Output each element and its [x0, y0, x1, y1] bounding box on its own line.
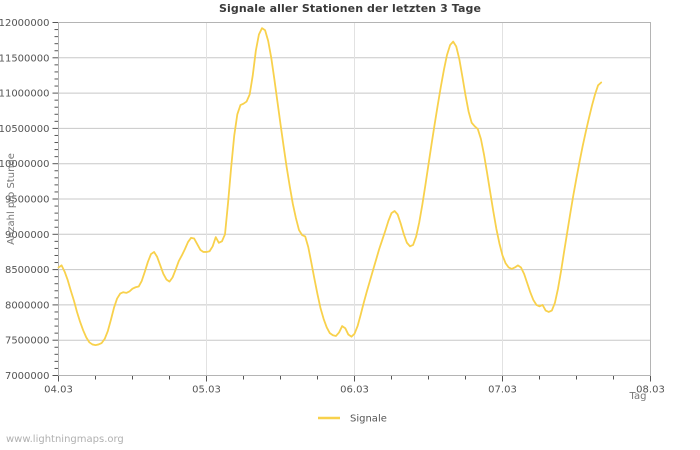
x-axis-tick-label: 04.03 — [44, 385, 73, 396]
chart-legend: Signale — [318, 414, 387, 425]
y-axis-tick-label: 12000000 — [0, 18, 50, 29]
chart-title: Signale aller Stationen der letzten 3 Ta… — [218, 2, 482, 15]
data-series-group — [57, 27, 603, 347]
y-axis-tick-label: 9500000 — [5, 195, 50, 206]
site-footer-label: www.lightningmaps.org — [6, 434, 124, 445]
x-axis-tick-label: 08.03 — [636, 385, 665, 396]
y-axis-tick-label: 8500000 — [5, 265, 50, 276]
x-axis-ticks-group — [58, 375, 651, 382]
y-axis-tick-label: 7500000 — [5, 336, 50, 347]
y-axis-labels-group: 7000000 7500000 8000000 8500000 9000000 95000… — [0, 18, 50, 382]
y-axis-tick-label: 11000000 — [0, 89, 50, 100]
y-axis-tick-label: 8000000 — [5, 300, 50, 311]
x-axis-labels-group: 04.03 05.03 06.03 07.03 08.03 — [44, 385, 665, 396]
y-axis-tick-label: 10000000 — [0, 159, 50, 170]
gridlines-group — [58, 22, 651, 376]
y-axis-tick-label: 7000000 — [5, 371, 50, 382]
y-axis-tick-label: 9000000 — [5, 230, 50, 241]
x-axis-tick-label: 06.03 — [340, 385, 369, 396]
legend-label: Signale — [350, 414, 387, 425]
x-axis-tick-label: 07.03 — [488, 385, 517, 396]
y-axis-tick-label: 11500000 — [0, 53, 50, 64]
plot-frame — [58, 22, 651, 376]
series-line-signale — [57, 27, 603, 347]
y-axis-ticks-group — [52, 22, 59, 376]
y-axis-title: Anzahl pro Stunde — [6, 153, 17, 245]
x-axis-title: Tag — [629, 391, 647, 402]
x-axis-tick-label: 05.03 — [192, 385, 221, 396]
y-axis-tick-label: 10500000 — [0, 124, 50, 135]
